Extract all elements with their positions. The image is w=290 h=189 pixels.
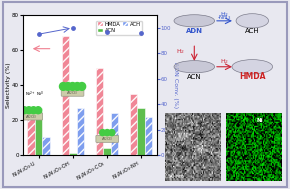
Text: H$_2$: H$_2$ <box>176 47 185 56</box>
Text: HMDA: HMDA <box>239 72 266 81</box>
Circle shape <box>64 83 72 90</box>
Circle shape <box>69 83 76 90</box>
Text: Al$_2$O$_3$: Al$_2$O$_3$ <box>25 113 37 121</box>
FancyBboxPatch shape <box>20 113 43 120</box>
Ellipse shape <box>174 61 215 73</box>
Bar <box>42 138 50 155</box>
Circle shape <box>21 107 28 114</box>
FancyBboxPatch shape <box>61 89 84 96</box>
Bar <box>77 108 84 155</box>
Bar <box>35 108 42 155</box>
Ellipse shape <box>174 15 215 27</box>
Circle shape <box>78 83 86 90</box>
Circle shape <box>30 107 37 114</box>
Point <box>105 30 109 33</box>
Bar <box>96 68 103 155</box>
Y-axis label: ADN Conv. (%): ADN Conv. (%) <box>173 62 178 108</box>
Bar <box>27 108 35 155</box>
Bar <box>145 116 153 155</box>
Ellipse shape <box>236 14 269 28</box>
Text: Al$_2$O$_3$: Al$_2$O$_3$ <box>66 90 79 97</box>
Bar <box>103 148 111 155</box>
Circle shape <box>26 107 32 114</box>
Circle shape <box>104 129 110 136</box>
Y-axis label: Selectivity (%): Selectivity (%) <box>6 62 11 108</box>
Text: Ni: Ni <box>256 118 263 122</box>
Text: H$_2$: H$_2$ <box>220 57 229 66</box>
Legend: HMDA, ACN, ACH: HMDA, ACN, ACH <box>96 21 142 35</box>
Point <box>139 31 144 34</box>
Text: -NH$_3$: -NH$_3$ <box>218 13 231 22</box>
Text: Ni$^{2+}$ Ni$^{0}$: Ni$^{2+}$ Ni$^{0}$ <box>25 90 44 99</box>
Text: ACN: ACN <box>187 74 202 80</box>
Text: ADN: ADN <box>186 28 203 34</box>
Bar <box>130 94 137 155</box>
Circle shape <box>59 83 67 90</box>
Text: ACH: ACH <box>245 28 260 34</box>
FancyBboxPatch shape <box>96 135 119 142</box>
Circle shape <box>73 83 81 90</box>
Ellipse shape <box>232 60 273 74</box>
Point <box>70 26 75 29</box>
Bar <box>61 36 69 155</box>
Text: H$_2$: H$_2$ <box>220 10 229 19</box>
Text: 50 nm: 50 nm <box>168 174 184 179</box>
Bar <box>137 108 145 155</box>
Circle shape <box>35 107 41 114</box>
Point <box>36 33 41 36</box>
Text: Al$_2$O$_3$: Al$_2$O$_3$ <box>101 136 113 143</box>
Circle shape <box>100 129 106 136</box>
Circle shape <box>109 129 115 136</box>
Bar <box>111 113 118 155</box>
Bar <box>69 153 77 155</box>
